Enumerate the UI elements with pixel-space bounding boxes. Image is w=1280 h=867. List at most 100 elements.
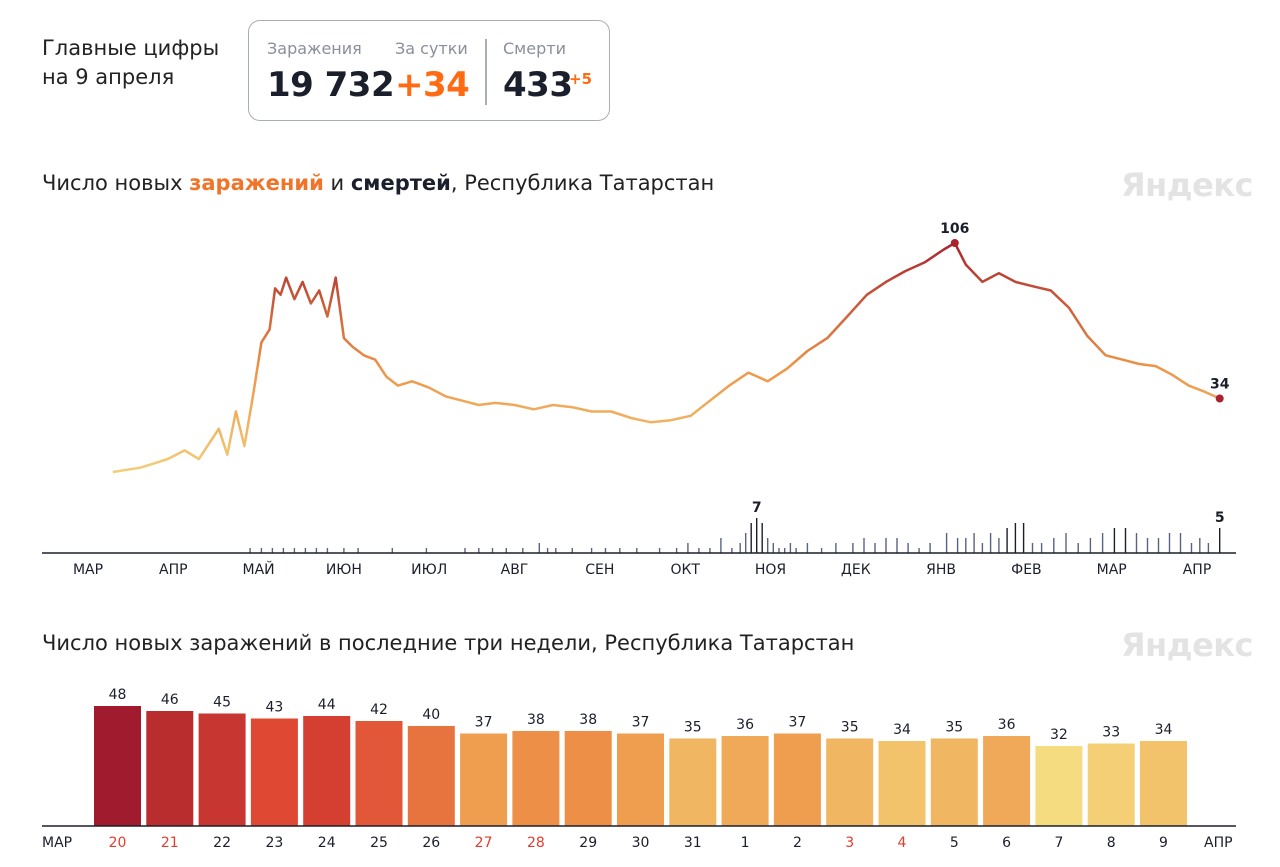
- bar-value-label: 34: [1155, 722, 1173, 738]
- deaths-delta: +5: [569, 70, 593, 88]
- title-part-3: и: [323, 171, 351, 195]
- bar: [878, 741, 926, 826]
- month-tick-label: МАР: [1097, 562, 1127, 578]
- bar-value-label: 35: [841, 720, 859, 736]
- infections-marker: [950, 239, 959, 247]
- bar-category-label: 20: [109, 835, 127, 851]
- bar-category-label: 1: [741, 835, 750, 851]
- month-tick-label: ФЕВ: [1011, 562, 1042, 578]
- headline-line2: на 9 апреля: [42, 65, 175, 89]
- bar-value-label: 40: [422, 707, 440, 723]
- bar-value-label: 37: [788, 715, 806, 731]
- bar-category-label: 8: [1107, 835, 1116, 851]
- infections-series-line: [112, 241, 1221, 474]
- deaths-data-label: 5: [1215, 510, 1225, 526]
- infections-marker: [1215, 394, 1224, 403]
- month-tick-label: ДЕК: [841, 562, 871, 578]
- bar-value-label: 38: [527, 712, 545, 728]
- month-tick-label: СЕН: [585, 562, 614, 578]
- bar: [930, 738, 978, 826]
- month-tick-label: НОЯ: [755, 562, 786, 578]
- title-part-1: Число новых: [42, 171, 190, 195]
- bar: [826, 738, 874, 826]
- headline: Главные цифры на 9 апреля: [42, 34, 219, 92]
- bar-value-label: 35: [945, 720, 963, 736]
- bar-value-label: 46: [161, 692, 179, 708]
- bar-value-label: 37: [475, 715, 493, 731]
- infections-data-label: 106: [940, 221, 969, 237]
- bar: [303, 716, 351, 826]
- bar-axis-start-label: МАР: [42, 835, 72, 851]
- bar: [617, 733, 664, 826]
- bar-category-label: 29: [579, 835, 597, 851]
- month-tick-label: АПР: [159, 562, 188, 578]
- bar: [460, 733, 508, 826]
- bar: [512, 731, 560, 826]
- bar-value-label: 32: [1050, 727, 1068, 743]
- bar: [564, 731, 612, 826]
- bar-category-label: 24: [318, 835, 336, 851]
- bar: [198, 713, 246, 826]
- bar-value-label: 35: [684, 720, 702, 736]
- bar: [773, 733, 821, 826]
- bar-value-label: 42: [370, 702, 388, 718]
- month-tick-label: МАЙ: [243, 560, 275, 578]
- bar: [94, 706, 141, 826]
- bar-value-label: 36: [998, 717, 1016, 733]
- bar-category-label: 26: [422, 835, 440, 851]
- line-chart: МАР АПР МАЙ ИЮН ИЮЛ АВГ СЕН ОКТ НОЯ ДЕК ЯНВ ФЕВ МАР А…: [42, 221, 1236, 578]
- bar-value-label: 34: [893, 722, 911, 738]
- bar-chart-title: Число новых заражений в последние три не…: [42, 631, 855, 655]
- month-tick-label: АВГ: [501, 562, 529, 578]
- month-tick-label: ЯНВ: [926, 562, 956, 578]
- day-label: За сутки: [395, 39, 468, 58]
- bar-axis-end-label: АПР: [1204, 835, 1233, 851]
- deaths-value: 433: [503, 65, 573, 105]
- bar-value-label: 43: [265, 700, 283, 716]
- bar-category-label: 3: [845, 835, 854, 851]
- month-tick-label: АПР: [1183, 562, 1212, 578]
- bar: [146, 711, 194, 826]
- bar: [1035, 746, 1083, 826]
- month-tick-label: ИЮН: [326, 562, 362, 578]
- bar-value-label: 38: [579, 712, 597, 728]
- month-tick-label: МАР: [73, 562, 103, 578]
- line-chart-title: Число новых заражений и смертей, Республ…: [42, 171, 714, 195]
- bar-category-label: 28: [527, 835, 545, 851]
- bar-category-label: 9: [1159, 835, 1168, 851]
- headline-line1: Главные цифры: [42, 36, 220, 60]
- bar-category-label: 23: [265, 835, 283, 851]
- month-tick-label: ОКТ: [670, 562, 700, 578]
- bar-category-label: 4: [898, 835, 907, 851]
- stats-panel: Заражения 19 732 За сутки +34 Смерти 433…: [248, 20, 610, 121]
- bar: [669, 738, 717, 826]
- bar: [407, 726, 455, 826]
- month-tick-label: ИЮЛ: [411, 562, 447, 578]
- deaths-label: Смерти: [503, 39, 566, 58]
- bar: [1087, 743, 1135, 826]
- bar-category-label: 27: [475, 835, 493, 851]
- bar-value-label: 44: [318, 697, 336, 713]
- day-value: +34: [395, 65, 470, 105]
- bar: [355, 721, 403, 826]
- bar-category-label: 22: [213, 835, 231, 851]
- bar-value-label: 37: [632, 715, 650, 731]
- title-part-deaths: смертей: [350, 171, 451, 195]
- bar-category-label: 7: [1054, 835, 1063, 851]
- infections-label: Заражения: [267, 39, 362, 58]
- bar-category-label: 2: [793, 835, 802, 851]
- bar: [250, 718, 298, 826]
- bar: [721, 736, 769, 826]
- brand-logo-top: Яндекс: [1121, 166, 1253, 204]
- bar-value-label: 36: [736, 717, 754, 733]
- title-part-5: , Республика Татарстан: [450, 171, 715, 195]
- bar: [1140, 741, 1187, 826]
- bar-category-label: 6: [1002, 835, 1011, 851]
- bar-category-label: 31: [684, 835, 702, 851]
- bar-value-label: 33: [1102, 725, 1120, 741]
- bar-value-label: 48: [109, 687, 127, 703]
- bar-category-label: 21: [161, 835, 179, 851]
- infections-value: 19 732: [267, 65, 395, 105]
- bar: [983, 736, 1031, 826]
- brand-logo-bottom: Яндекс: [1121, 626, 1253, 664]
